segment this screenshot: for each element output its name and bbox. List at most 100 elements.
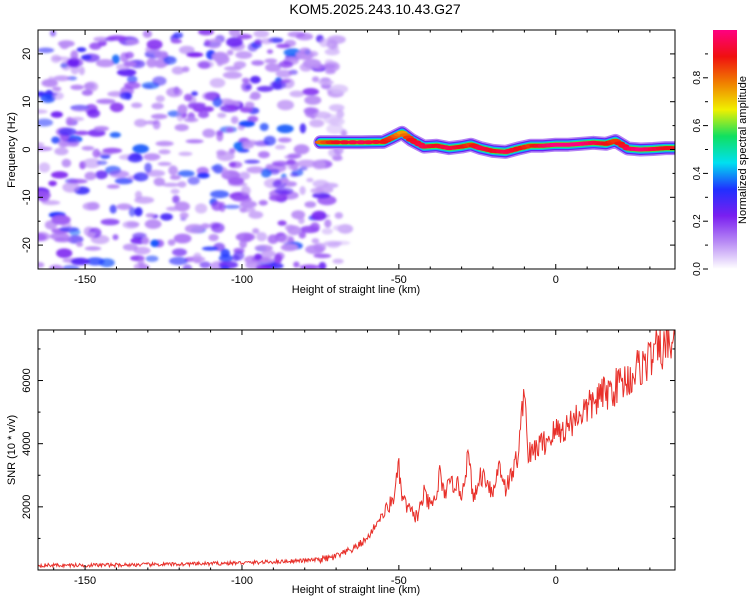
noise-blob	[235, 232, 256, 242]
noise-blob	[254, 39, 263, 45]
noise-blob	[38, 233, 47, 242]
noise-blob	[155, 140, 174, 147]
noise-blob	[265, 63, 281, 72]
noise-blob	[332, 225, 346, 231]
noise-blob	[228, 30, 241, 37]
noise-blob	[286, 159, 296, 165]
noise-blob	[260, 168, 272, 178]
noise-blob	[182, 264, 193, 269]
noise-blob	[298, 231, 306, 239]
noise-blob	[174, 124, 189, 132]
noise-blob	[264, 58, 278, 64]
noise-blob	[209, 78, 226, 88]
noise-blob	[152, 119, 161, 130]
noise-blob	[238, 171, 250, 180]
noise-blob	[132, 144, 149, 154]
noise-blob	[211, 201, 223, 211]
noise-blob	[299, 186, 306, 195]
noise-blob	[48, 180, 57, 187]
noise-blob	[172, 195, 180, 204]
noise-blob	[172, 248, 187, 257]
noise-blob	[52, 56, 71, 61]
noise-blob	[313, 253, 332, 259]
noise-blob	[38, 47, 55, 54]
noise-blob	[218, 254, 233, 262]
noise-blob	[87, 231, 96, 238]
noise-blob	[312, 192, 331, 199]
snr-x-tick-label: -50	[391, 575, 407, 587]
noise-blob	[206, 38, 222, 49]
noise-blob	[109, 132, 122, 138]
noise-blob	[250, 91, 261, 101]
noise-blob	[169, 256, 188, 266]
colorbar-tick-label: 0.4	[692, 166, 703, 180]
noise-blob	[226, 49, 234, 56]
noise-blob	[276, 124, 294, 134]
noise-blob	[227, 104, 237, 110]
noise-blob	[289, 90, 305, 98]
noise-blob	[313, 111, 332, 119]
noise-blob	[174, 201, 190, 212]
noise-blob	[202, 106, 214, 112]
noise-blob	[241, 141, 255, 149]
noise-blob	[154, 50, 168, 59]
heatmap-x-tick-label: -50	[391, 274, 407, 286]
noise-blob	[146, 57, 157, 68]
colorbar-tick-label: 0.2	[692, 214, 703, 228]
noise-blob	[223, 204, 241, 209]
noise-blob	[83, 82, 95, 90]
noise-blob	[67, 235, 84, 244]
noise-blob	[158, 149, 171, 155]
noise-blob	[84, 171, 97, 181]
noise-blob	[254, 253, 263, 260]
noise-blob	[324, 48, 340, 56]
noise-blob	[239, 200, 257, 208]
noise-blob	[114, 177, 133, 185]
noise-blob	[261, 249, 276, 258]
noise-blob	[178, 151, 193, 156]
noise-blob	[258, 200, 268, 206]
signal-ridge	[313, 125, 675, 159]
noise-blob	[289, 172, 299, 177]
colorbar-tick-label: 0.8	[692, 70, 703, 84]
noise-blob	[150, 113, 168, 120]
noise-blob	[109, 102, 124, 113]
noise-blob	[38, 118, 53, 127]
noise-blob	[244, 159, 260, 164]
noise-blob	[143, 153, 161, 161]
noise-blob	[38, 142, 45, 147]
noise-blob	[134, 118, 147, 128]
noise-blob	[311, 210, 327, 221]
noise-blob	[310, 187, 324, 194]
noise-blob	[235, 51, 253, 59]
noise-blob	[322, 63, 336, 70]
heatmap-y-tick-label: 0	[21, 146, 33, 152]
noise-blob	[309, 222, 320, 233]
noise-blob	[266, 49, 274, 54]
noise-blob	[150, 239, 160, 248]
noise-blob	[134, 190, 143, 200]
noise-blob	[280, 177, 289, 184]
snr-panel: -150 -100 -50 0 2000 4000 6000 Height of stra…	[6, 329, 676, 596]
noise-blob	[280, 243, 298, 252]
colorbar-label: Normalized spectral amplitude	[737, 76, 749, 224]
noise-blob	[274, 187, 294, 195]
noise-blob	[237, 33, 253, 40]
noise-blob	[160, 213, 173, 221]
noise-blob	[178, 45, 195, 55]
noise-blob	[259, 123, 269, 131]
noise-blob	[222, 71, 243, 79]
noise-blob	[197, 172, 210, 179]
noise-blob	[252, 228, 260, 234]
noise-blob	[163, 56, 177, 65]
snr-x-tick-label: -150	[74, 575, 96, 587]
ridge-peak	[347, 140, 359, 145]
noise-blob	[66, 57, 84, 68]
noise-blob	[312, 179, 330, 188]
noise-blob	[109, 170, 130, 178]
noise-blob	[106, 184, 120, 189]
noise-blob	[303, 107, 320, 115]
noise-blob	[187, 176, 200, 185]
